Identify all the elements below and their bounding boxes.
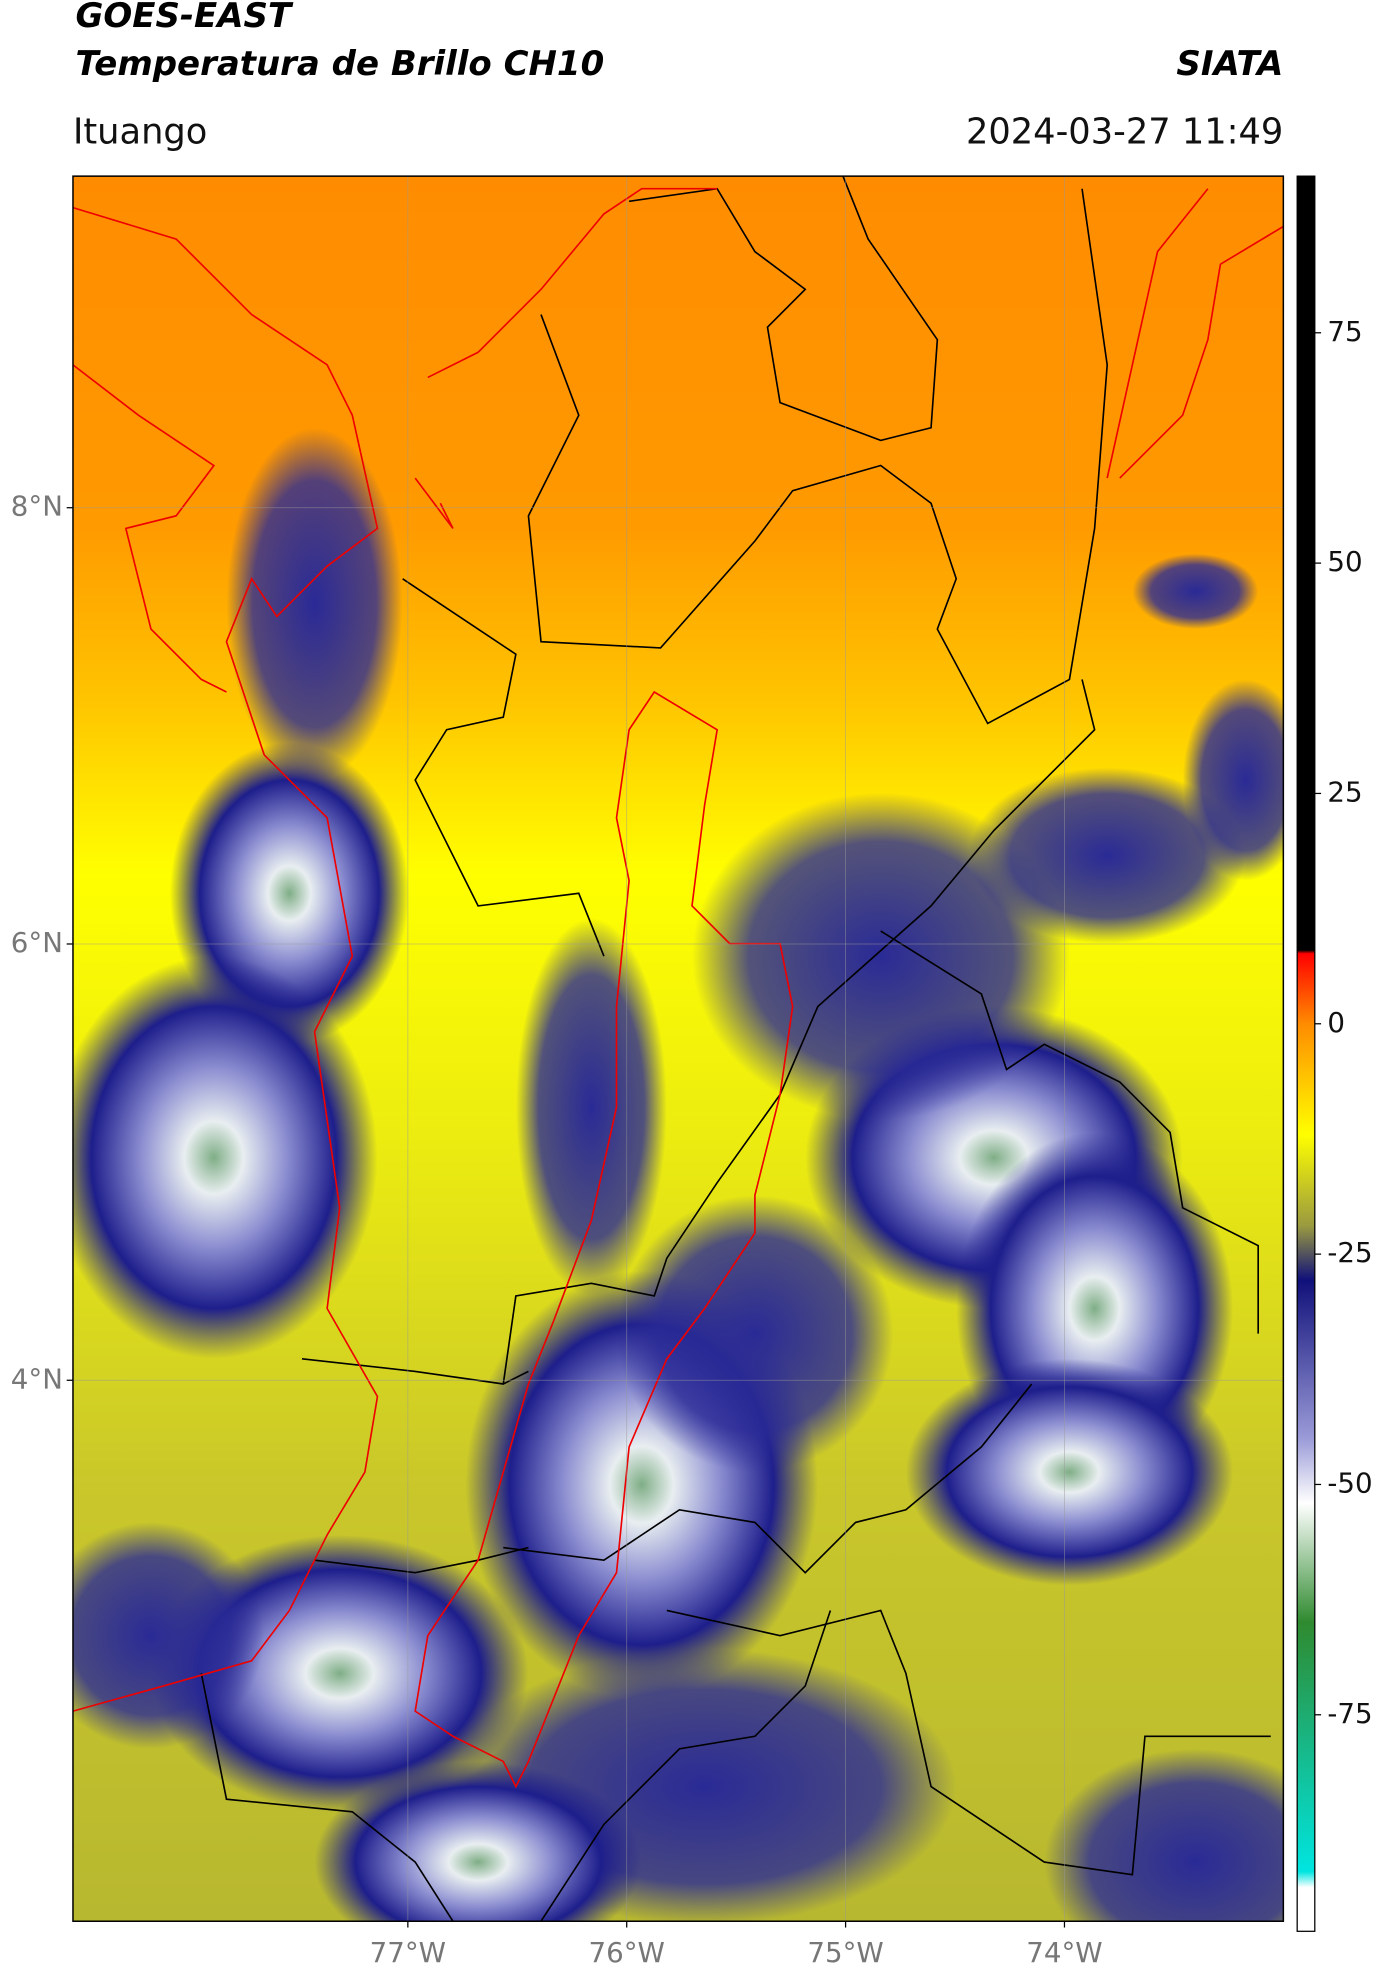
colorbar-tick-label: 25 [1327, 775, 1362, 808]
colorbar [1297, 176, 1315, 1932]
subtitle: Temperatura de Brillo CH10 [75, 44, 604, 84]
timestamp: 2024-03-27 11:49 [966, 111, 1283, 152]
lon-tick-label: 75°W [807, 1936, 883, 1969]
colorbar-tick-label: 50 [1327, 545, 1362, 578]
location: Ituango [73, 111, 207, 152]
colorbar-frame [1296, 175, 1316, 1932]
colorbar-tick-label: 0 [1327, 1006, 1345, 1039]
lat-tick-label: 4°N [11, 1362, 63, 1395]
map-frame [72, 175, 1285, 1922]
colorbar-tick-label: -25 [1327, 1236, 1372, 1269]
satellite-image [72, 176, 1284, 1922]
borders [200, 176, 1271, 1922]
lat-tick-label: 6°N [11, 926, 63, 959]
ticks: 8°N 6°N 4°N 77°W 76°W 75°W 74°W 75 50 25 0 -25 -50 -7… [11, 315, 1373, 1969]
lat-tick-label: 8°N [11, 490, 63, 523]
colorbar-tick-label: 75 [1327, 315, 1362, 348]
colorbar-tick-label: -75 [1327, 1697, 1372, 1730]
lon-tick-label: 74°W [1026, 1936, 1102, 1969]
title: GOES-EAST [75, 0, 293, 36]
lon-tick-label: 76°W [589, 1936, 665, 1969]
colorbar-tick-label: -50 [1327, 1466, 1372, 1499]
source: SIATA [1176, 44, 1283, 84]
grid [72, 176, 1284, 1922]
cloud-field [72, 427, 1284, 1922]
lon-tick-label: 77°W [370, 1936, 446, 1969]
